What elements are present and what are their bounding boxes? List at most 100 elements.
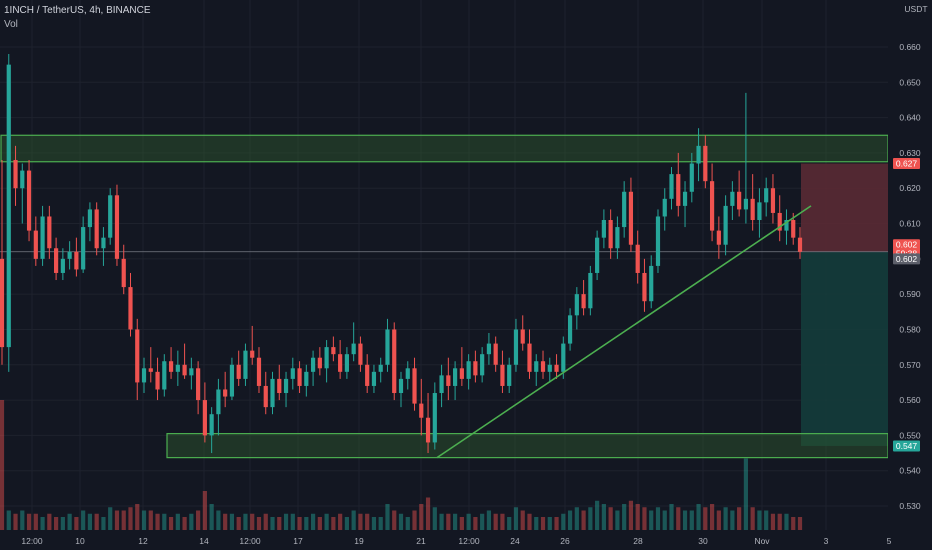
candle-body <box>33 230 38 259</box>
candle-body <box>540 361 546 372</box>
volume-bar <box>54 517 59 530</box>
volume-bar <box>277 517 282 530</box>
volume-bar <box>338 513 343 530</box>
candle-body <box>466 361 471 379</box>
volume-bar <box>223 513 228 530</box>
volume-bar <box>392 510 397 530</box>
volume-bar <box>108 507 113 530</box>
candle-body <box>392 329 397 394</box>
volume-bar <box>162 513 167 530</box>
trendline[interactable] <box>436 205 812 459</box>
time-tick-label: 12:00 <box>239 536 261 546</box>
candle-body <box>513 329 519 365</box>
volume-bar <box>473 517 478 530</box>
volume-bar <box>378 517 383 530</box>
price-axis[interactable]: USDT 0.530 0.540 0.550 0.560 0.570 0.580 0.590 0… <box>888 0 932 550</box>
volume-bar <box>662 510 667 530</box>
volume-bar <box>304 517 309 530</box>
candle-body <box>696 145 701 164</box>
horizontal-zones[interactable] <box>0 134 889 459</box>
candle-body <box>365 364 370 386</box>
volume-bar <box>601 504 606 530</box>
candle-body <box>453 368 458 386</box>
candle-body <box>622 191 627 228</box>
volume-bar <box>764 510 769 530</box>
time-axis[interactable]: 12:00 10 12 14 12:00 17 19 21 12:00 24 26 28 30 Nov 3 5 <box>0 530 892 550</box>
candle-body <box>277 378 282 394</box>
candle-body <box>473 361 478 376</box>
volume-bar <box>365 513 370 530</box>
candle-body <box>148 368 153 372</box>
candle-body <box>581 294 586 309</box>
candle-body <box>628 191 634 245</box>
candle-body <box>128 287 133 330</box>
candle-body <box>574 294 579 316</box>
candle-body <box>764 188 769 203</box>
price-tag-target: 0.547 <box>896 441 918 451</box>
time-tick-label: 3 <box>824 536 829 546</box>
price-tag-bg <box>893 440 920 452</box>
candle-body <box>669 174 674 199</box>
volume-bar <box>74 517 79 530</box>
support-zone <box>166 433 889 459</box>
volume-bar <box>250 513 255 530</box>
candle-body <box>344 354 349 372</box>
time-axis-bg <box>0 530 888 550</box>
volume-bar <box>351 510 356 530</box>
volume-bar <box>371 517 377 530</box>
volume-bar <box>635 504 640 530</box>
resistance-zone <box>0 134 889 163</box>
volume-bar <box>263 513 268 530</box>
volume-bar <box>439 513 444 530</box>
volume-bar <box>703 507 708 530</box>
candle-body <box>94 209 99 249</box>
candle-body <box>60 258 65 273</box>
candle-body <box>608 220 613 249</box>
volume-bar <box>669 504 674 530</box>
volume-bar <box>628 500 634 530</box>
volume-bar <box>141 510 147 530</box>
candle-body <box>439 375 444 394</box>
volume-bar <box>567 510 573 530</box>
volume-bar <box>128 507 133 530</box>
candle-body <box>378 364 383 372</box>
volume-bar <box>466 513 471 530</box>
candle-body <box>74 251 79 270</box>
candle-body <box>256 357 262 386</box>
volume-bars <box>0 400 803 530</box>
volume-bar <box>40 517 45 530</box>
candle-body <box>527 343 532 372</box>
volume-bar <box>581 510 586 530</box>
volume-bar <box>513 507 519 530</box>
volume-bar <box>87 513 93 530</box>
volume-bar <box>331 517 336 530</box>
candle-body <box>682 191 688 206</box>
price-tick-label: 0.540 <box>899 466 921 476</box>
candle-body <box>595 237 600 273</box>
volume-bar <box>791 517 796 530</box>
volume-bar <box>595 500 600 530</box>
time-tick-label: 21 <box>416 536 426 546</box>
candle-body <box>371 371 377 386</box>
long-position-tool[interactable] <box>0 163 888 446</box>
volume-bar <box>60 517 65 530</box>
candle-body <box>601 220 606 238</box>
volume-bar <box>358 513 363 530</box>
time-tick-label: 30 <box>698 536 708 546</box>
volume-bar <box>459 517 464 530</box>
candle-body <box>40 216 45 259</box>
volume-bar <box>81 510 86 530</box>
volume-bar <box>229 513 235 530</box>
volume-bar <box>344 517 349 530</box>
candle-body <box>615 227 620 249</box>
candle-body <box>419 403 424 418</box>
volume-bar <box>655 507 661 530</box>
candle-body <box>236 364 241 379</box>
time-tick-label: 14 <box>199 536 209 546</box>
volume-bar <box>696 504 701 530</box>
volume-bar <box>540 517 546 530</box>
volume-bar <box>547 517 552 530</box>
price-tick-label: 0.590 <box>899 289 921 299</box>
candle-body <box>216 389 221 415</box>
